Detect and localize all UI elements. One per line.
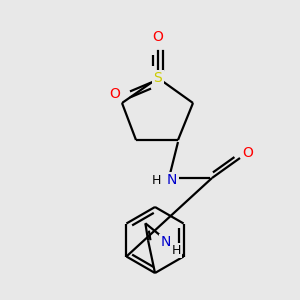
Text: O: O <box>110 87 120 101</box>
Text: O: O <box>153 30 164 44</box>
Text: N: N <box>161 236 171 249</box>
Text: O: O <box>243 146 254 160</box>
Text: H: H <box>151 173 161 187</box>
Text: S: S <box>154 71 162 85</box>
Text: H: H <box>171 244 181 257</box>
Text: N: N <box>167 173 177 187</box>
